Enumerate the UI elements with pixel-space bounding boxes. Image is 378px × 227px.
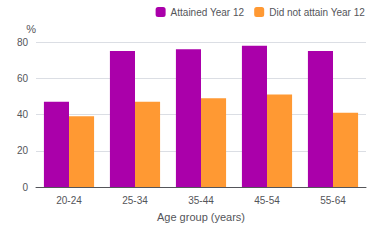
svg-text:0: 0: [22, 182, 28, 193]
svg-text:60: 60: [17, 73, 29, 84]
svg-text:25-34: 25-34: [122, 195, 148, 206]
svg-text:45-54: 45-54: [254, 195, 280, 206]
svg-text:Attained Year 12: Attained Year 12: [171, 7, 245, 18]
svg-text:55-64: 55-64: [320, 195, 346, 206]
svg-text:35-44: 35-44: [188, 195, 214, 206]
svg-text:Did not attain Year 12: Did not attain Year 12: [269, 7, 365, 18]
svg-text:20: 20: [17, 145, 29, 156]
svg-text:80: 80: [17, 37, 29, 48]
svg-text:%: %: [26, 23, 36, 35]
svg-text:20-24: 20-24: [56, 195, 82, 206]
svg-text:40: 40: [17, 109, 29, 120]
svg-text:Age group (years): Age group (years): [157, 211, 245, 223]
